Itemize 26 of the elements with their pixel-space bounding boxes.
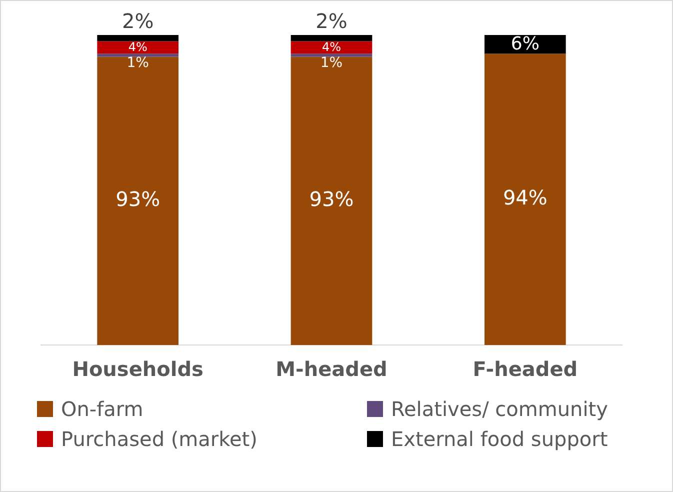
legend-label: Relatives/ community <box>391 397 608 421</box>
legend-label: On-farm <box>61 397 144 421</box>
data-label: 1% <box>320 54 343 71</box>
bar <box>97 56 179 345</box>
data-label: 6% <box>510 33 540 54</box>
bar <box>97 35 179 42</box>
data-label: 1% <box>126 54 149 71</box>
bar <box>290 35 372 42</box>
legend-label: External food support <box>391 427 608 451</box>
x-tick-label: F-headed <box>472 357 578 382</box>
data-label: 94% <box>502 186 548 210</box>
data-label: 93% <box>309 187 354 212</box>
x-tick-label: M-headed <box>276 357 388 382</box>
data-label: 4% <box>322 40 342 54</box>
bar <box>290 56 372 345</box>
bar <box>97 54 179 57</box>
bar <box>97 41 179 54</box>
data-label: 93% <box>116 187 160 212</box>
bar <box>290 54 372 57</box>
bar <box>290 41 372 54</box>
legend-label: Purchased (market) <box>61 427 258 451</box>
data-label: 4% <box>128 40 148 54</box>
data-label: 2% <box>122 9 154 34</box>
data-label: 2% <box>316 9 348 34</box>
x-tick-label: Households <box>72 357 204 382</box>
bar <box>484 54 566 345</box>
